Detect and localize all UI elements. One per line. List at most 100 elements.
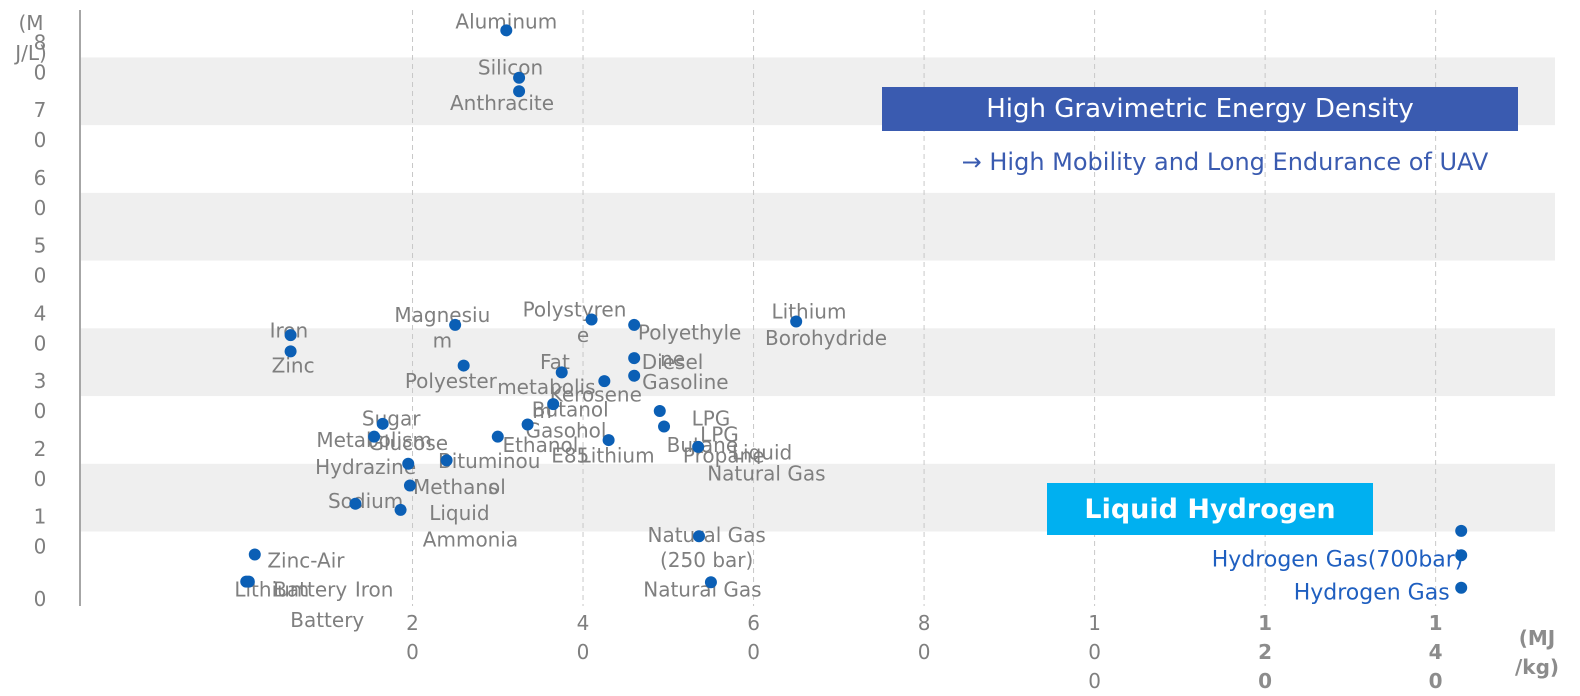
y-unit-label: J/L) bbox=[13, 41, 47, 65]
y-tick-label: 0 bbox=[34, 128, 47, 152]
data-point bbox=[284, 329, 297, 342]
point-label: Borohydride bbox=[765, 326, 887, 350]
x-tick-label: 0 bbox=[1088, 669, 1101, 693]
y-tick-label: 8 bbox=[34, 30, 47, 54]
point-label: (250 bar) bbox=[660, 548, 753, 572]
data-point bbox=[394, 503, 407, 516]
point-label: Aluminum bbox=[455, 10, 557, 34]
data-point bbox=[513, 85, 526, 98]
point-label: Lithium bbox=[772, 299, 847, 323]
data-point bbox=[457, 359, 470, 372]
data-point bbox=[547, 398, 560, 411]
y-tick-label: 0 bbox=[34, 264, 47, 288]
data-point bbox=[602, 434, 615, 447]
data-point bbox=[692, 530, 705, 543]
data-point bbox=[368, 430, 381, 443]
y-tick-labels: 0 1 0 2 0 3 0 4 0 5 0 6 0 7 0 8 0 bbox=[34, 30, 47, 611]
point-label: s bbox=[488, 475, 498, 499]
point-label: Natural Gas bbox=[707, 461, 825, 485]
point-label: Hydrogen Gas(700bar) bbox=[1212, 547, 1464, 572]
point-label: m bbox=[532, 399, 551, 423]
point-label: Zinc-Air bbox=[267, 549, 345, 573]
point-label: Kerosene bbox=[550, 383, 642, 407]
point-label: ne bbox=[660, 347, 685, 371]
data-point bbox=[790, 315, 803, 328]
x-tick-label: 0 bbox=[1429, 669, 1443, 693]
x-tick-labels: 2 0 4 0 6 0 8 0 1 0 0 1 2 0 1 4 0 bbox=[406, 611, 1442, 693]
x-tick-label: 4 bbox=[577, 611, 590, 635]
x-tick-label: 1 bbox=[1429, 611, 1443, 635]
x-tick-label: 6 bbox=[747, 611, 760, 635]
data-point bbox=[628, 318, 641, 331]
x-tick-label: 1 bbox=[1088, 611, 1101, 635]
point-label: m bbox=[433, 329, 452, 353]
data-point bbox=[555, 366, 568, 379]
point-label: Polystyren bbox=[523, 297, 627, 321]
headline-banner: High Gravimetric Energy Density bbox=[882, 87, 1518, 131]
point-label: metabolis bbox=[497, 375, 595, 399]
data-point bbox=[491, 430, 504, 443]
x-tick-label: 0 bbox=[1088, 640, 1101, 664]
data-point bbox=[598, 375, 611, 388]
point-label: Sugar bbox=[362, 406, 421, 430]
data-point bbox=[248, 548, 261, 561]
x-tick-label: 0 bbox=[918, 640, 931, 664]
point-label: Natural Gas bbox=[648, 523, 766, 547]
point-label: Methanol bbox=[413, 475, 506, 499]
x-tick-label: 4 bbox=[1429, 640, 1443, 664]
data-point bbox=[658, 420, 671, 433]
y-tick-label: 0 bbox=[34, 60, 47, 84]
x-unit-label: (MJ bbox=[1519, 626, 1555, 650]
y-tick-label: 0 bbox=[34, 196, 47, 220]
point-label: Magnesiu bbox=[394, 303, 490, 327]
grid-band-1 bbox=[80, 328, 1555, 397]
y-tick-label: 0 bbox=[34, 587, 47, 611]
y-tick-label: 7 bbox=[34, 98, 47, 122]
y-tick-label: 6 bbox=[34, 166, 47, 190]
point-label: Hydrazine bbox=[315, 455, 416, 479]
point-label: Iron bbox=[355, 578, 394, 602]
point-label: Silicon bbox=[478, 56, 543, 80]
data-point bbox=[349, 497, 362, 510]
y-tick-label: 2 bbox=[34, 437, 47, 461]
point-label: Polyethyle bbox=[638, 320, 742, 344]
grid-band-2 bbox=[80, 192, 1555, 261]
data-point bbox=[1455, 581, 1468, 594]
y-tick-label: 4 bbox=[34, 301, 47, 325]
data-point bbox=[704, 576, 717, 589]
subline-text: → High Mobility and Long Endurance of UA… bbox=[961, 148, 1489, 176]
x-tick-label: 0 bbox=[406, 640, 419, 664]
point-label: Natural Gas bbox=[643, 578, 761, 602]
data-point bbox=[692, 440, 705, 453]
horizontal-bands bbox=[80, 57, 1555, 532]
data-point bbox=[653, 404, 666, 417]
headline-text: High Gravimetric Energy Density bbox=[986, 94, 1414, 124]
point-label: Polyester bbox=[405, 369, 498, 393]
axis-unit-labels: (M J/L) (MJ/kg) bbox=[13, 11, 1559, 679]
data-point bbox=[402, 457, 415, 470]
point-label: Lithium bbox=[580, 444, 655, 468]
point-label: Battery bbox=[273, 578, 347, 602]
liquid-hydrogen-label: Liquid Hydrogen bbox=[1084, 493, 1336, 525]
x-tick-label: 8 bbox=[918, 611, 931, 635]
point-label: Gasohol bbox=[526, 419, 607, 443]
data-point bbox=[1455, 524, 1468, 537]
point-label: Gasoline bbox=[642, 370, 729, 394]
point-label: E85 bbox=[551, 444, 589, 468]
liquid-hydrogen-box: Liquid Hydrogen bbox=[1047, 483, 1373, 535]
data-point bbox=[242, 575, 255, 588]
point-label: Hydrogen Gas bbox=[1294, 580, 1450, 605]
y-tick-label: 0 bbox=[34, 467, 47, 491]
y-tick-label: 1 bbox=[34, 505, 47, 529]
y-tick-label: 0 bbox=[34, 399, 47, 423]
x-tick-label: 2 bbox=[1258, 640, 1272, 664]
data-point bbox=[440, 454, 453, 467]
data-point bbox=[449, 318, 462, 331]
point-label: Glucose bbox=[368, 431, 448, 455]
point-label: Liquid bbox=[732, 440, 792, 464]
point-label: Butanol bbox=[532, 398, 609, 422]
data-point bbox=[628, 369, 641, 382]
x-tick-label: 1 bbox=[1258, 611, 1272, 635]
point-label: Bituminou bbox=[438, 449, 540, 473]
